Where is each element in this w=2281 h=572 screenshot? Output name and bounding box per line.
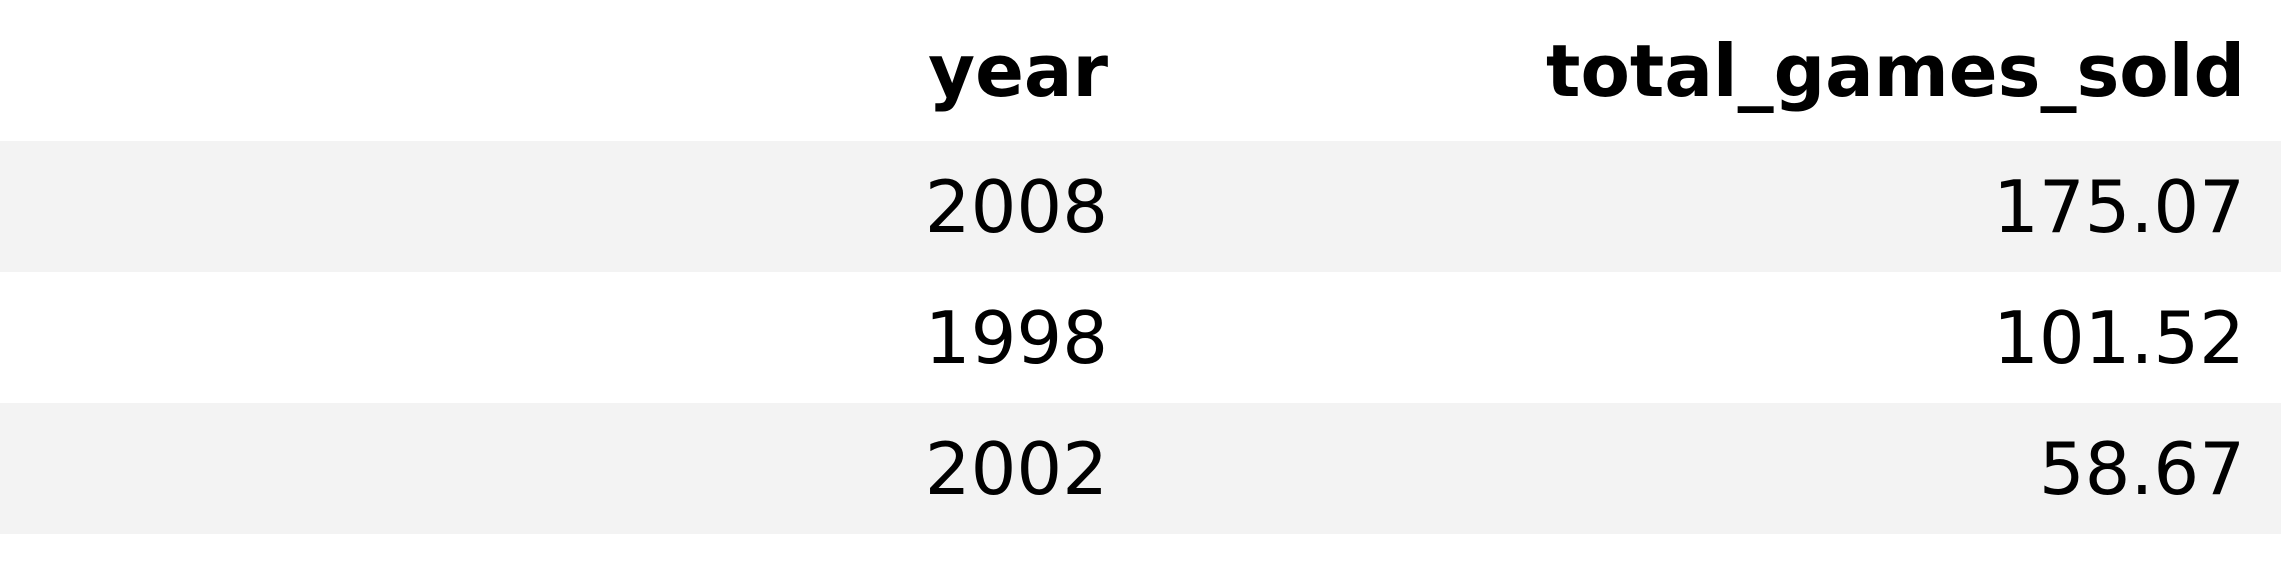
table-header-row: year total_games_sold — [0, 0, 2281, 141]
year-cell: 2002 — [924, 426, 1108, 511]
data-table: year total_games_sold 2008 175.07 1998 1… — [0, 0, 2281, 534]
table-row: 1998 101.52 — [0, 272, 2281, 403]
total-games-sold-cell: 101.52 — [1993, 295, 2245, 380]
column-header-year: year — [928, 28, 1108, 113]
table-row: 2002 58.67 — [0, 403, 2281, 534]
year-cell: 2008 — [924, 164, 1108, 249]
year-cell: 1998 — [924, 295, 1108, 380]
table-row: 2008 175.07 — [0, 141, 2281, 272]
column-header-total-games-sold: total_games_sold — [1546, 28, 2245, 113]
total-games-sold-cell: 175.07 — [1993, 164, 2245, 249]
total-games-sold-cell: 58.67 — [2038, 426, 2245, 511]
